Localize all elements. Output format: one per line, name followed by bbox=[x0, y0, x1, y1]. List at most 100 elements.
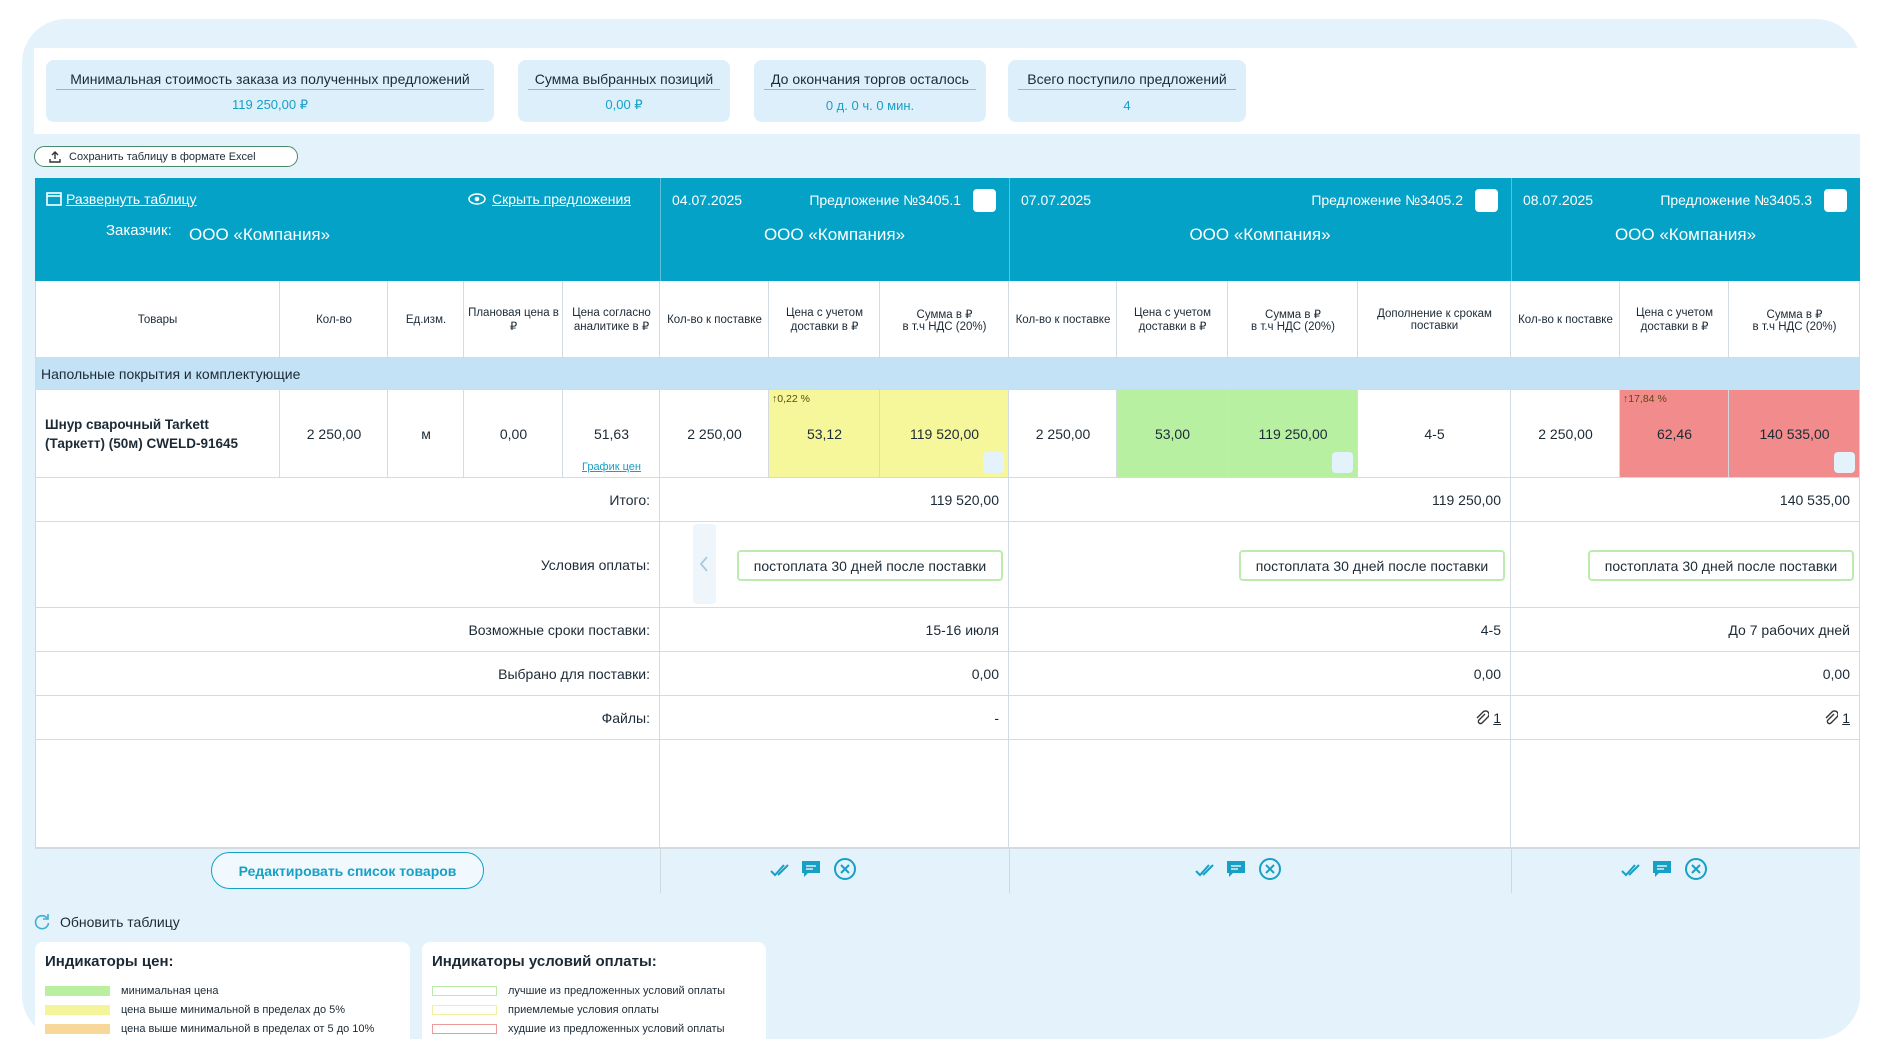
export-button[interactable]: Сохранить таблицу в формате Excel bbox=[34, 146, 298, 167]
offer-item-price: 62,46 bbox=[1656, 426, 1693, 442]
delivery-terms: До 7 рабочих дней bbox=[1728, 622, 1850, 638]
column-header: Цена согласно аналитике в ₽ bbox=[572, 306, 651, 333]
comment-icon bbox=[800, 858, 822, 880]
table-header bbox=[35, 178, 1860, 281]
legend-text: худшие из предложенных условий оплаты bbox=[508, 1023, 725, 1035]
offer-item-sum: 140 535,00 bbox=[1759, 426, 1830, 442]
column-header: Плановая цена в ₽ bbox=[468, 306, 559, 333]
table-cell bbox=[35, 740, 660, 848]
table-cell bbox=[1511, 740, 1860, 848]
table-cell bbox=[769, 281, 880, 358]
files[interactable]: 1 bbox=[1493, 710, 1501, 726]
table-cell bbox=[388, 281, 464, 358]
summary-value: 4 bbox=[1123, 97, 1131, 113]
table-cell bbox=[1358, 390, 1511, 478]
files[interactable]: 1 bbox=[1842, 710, 1850, 726]
offer-company: ООО «Компания» bbox=[1189, 225, 1331, 244]
item-analytics-price: 51,63 bbox=[593, 426, 630, 442]
summary-label: Сумма выбранных позиций bbox=[528, 68, 720, 90]
legend-swatch bbox=[45, 1005, 110, 1015]
table-cell bbox=[1620, 281, 1729, 358]
offer-checkbox[interactable] bbox=[973, 189, 996, 212]
row-label: Файлы: bbox=[601, 710, 650, 726]
table-cell bbox=[660, 740, 1009, 848]
summary-label: Минимальная стоимость заказа из полученн… bbox=[56, 68, 484, 90]
item-unit: м bbox=[421, 426, 431, 442]
table-cell bbox=[280, 390, 388, 478]
legend-text: лучшие из предложенных условий оплаты bbox=[508, 985, 726, 997]
eye-icon bbox=[468, 191, 486, 207]
chart-link[interactable]: График цен bbox=[581, 461, 641, 473]
offer-checkbox[interactable] bbox=[1475, 189, 1498, 212]
table-cell bbox=[35, 281, 280, 358]
offer-item-qty: 2 250,00 bbox=[1538, 426, 1593, 442]
table-cell bbox=[660, 281, 769, 358]
sum-checkbox[interactable] bbox=[983, 452, 1004, 473]
item-name: Шнур сварочный Tarkett (Таркетт) (50м) C… bbox=[45, 417, 238, 451]
row-label: Условия оплаты: bbox=[540, 557, 650, 573]
row-label: Возможные сроки поставки: bbox=[468, 622, 650, 638]
table-cell bbox=[1511, 281, 1620, 358]
table-cell bbox=[35, 652, 660, 696]
footer-divider bbox=[660, 848, 661, 893]
export-icon bbox=[48, 150, 62, 164]
table-cell bbox=[388, 390, 464, 478]
footer-divider bbox=[1511, 848, 1512, 893]
table-cell bbox=[660, 522, 1009, 608]
table-cell bbox=[1009, 281, 1117, 358]
summary-card bbox=[46, 60, 494, 122]
expand-link[interactable]: Развернуть таблицу bbox=[66, 191, 197, 207]
offer-company: ООО «Компания» bbox=[763, 225, 906, 244]
legend-text: минимальная цена bbox=[121, 985, 219, 997]
summary-label: Всего поступило предложений bbox=[1018, 68, 1236, 90]
legend-text: приемлемые условия оплаты bbox=[508, 1004, 659, 1016]
table-cell bbox=[1511, 608, 1860, 652]
column-header: Цена с учетом доставки в ₽ bbox=[786, 306, 863, 333]
offer-checkbox[interactable] bbox=[1824, 189, 1847, 212]
offer-title: Предложение №3405.2 bbox=[1311, 192, 1463, 208]
expand-icon bbox=[46, 191, 62, 207]
payment-terms: постоплата 30 дней после поставки bbox=[1239, 550, 1505, 581]
summary-card bbox=[518, 60, 730, 122]
hide-link[interactable]: Скрыть предложения bbox=[492, 191, 631, 207]
approve-icon bbox=[769, 860, 793, 880]
table-cell bbox=[35, 478, 660, 522]
table-cell bbox=[1009, 608, 1511, 652]
bottom-mask bbox=[0, 1039, 1880, 1060]
offer-divider bbox=[1009, 178, 1010, 281]
summary-value: 0,00 ₽ bbox=[605, 97, 643, 112]
offer-item-price: 53,12 bbox=[806, 426, 843, 442]
table-cell bbox=[1009, 478, 1511, 522]
legend-swatch bbox=[45, 986, 110, 996]
row-label: Выбрано для поставки: bbox=[498, 666, 650, 682]
offer-item-sum: 119 250,00 bbox=[1258, 426, 1328, 442]
table-cell bbox=[563, 281, 660, 358]
refresh-link[interactable]: Обновить таблицу bbox=[60, 914, 180, 930]
table-cell bbox=[660, 390, 769, 478]
table-cell bbox=[1228, 281, 1358, 358]
customer-name: ООО «Компания» bbox=[189, 225, 331, 244]
table-cell bbox=[280, 281, 388, 358]
legend-swatch bbox=[45, 1024, 110, 1034]
row-label: Итого: bbox=[609, 492, 650, 508]
attachment-icon bbox=[1824, 710, 1839, 726]
table-cell bbox=[1009, 652, 1511, 696]
column-header: Сумма в ₽ в т.ч НДС (20%) bbox=[902, 308, 987, 333]
column-header: Сумма в ₽ в т.ч НДС (20%) bbox=[1752, 308, 1837, 333]
selected-amount: 0,00 bbox=[1822, 666, 1850, 682]
chevron-left bbox=[697, 554, 711, 574]
table-cell bbox=[35, 522, 660, 608]
delivery-terms: 4-5 bbox=[1480, 622, 1501, 638]
sum-checkbox[interactable] bbox=[1834, 452, 1855, 473]
sum-checkbox[interactable] bbox=[1332, 452, 1353, 473]
table-cell bbox=[1009, 740, 1511, 848]
refresh-icon bbox=[33, 913, 51, 931]
scroll-left[interactable] bbox=[693, 524, 716, 604]
reject-icon bbox=[1258, 857, 1282, 881]
table-cell bbox=[1009, 696, 1511, 740]
table-cell bbox=[1511, 652, 1860, 696]
offer-divider bbox=[1511, 178, 1512, 281]
payment-terms: постоплата 30 дней после поставки bbox=[1588, 550, 1854, 581]
edit-button[interactable]: Редактировать список товаров bbox=[211, 852, 484, 889]
